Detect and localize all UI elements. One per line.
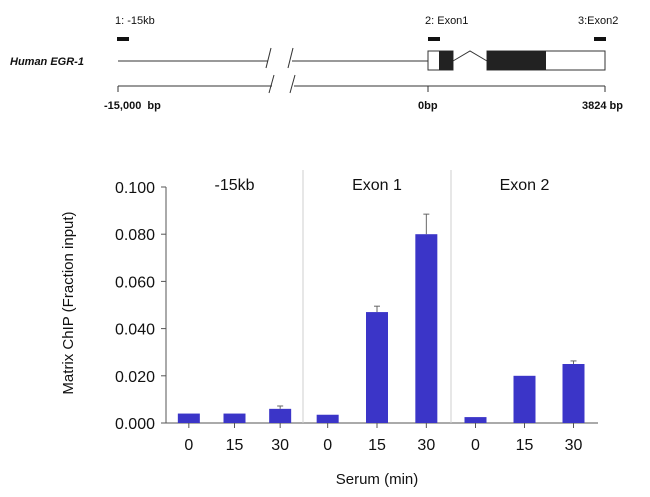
x-tick-label: 30 — [417, 437, 435, 454]
probe-label-2: 2: Exon1 — [425, 15, 468, 27]
probe-marker-1 — [117, 37, 129, 41]
y-axis-label: Matrix ChIP (Fraction input) — [60, 211, 77, 394]
x-tick-label: 30 — [271, 437, 289, 454]
x-tick-label: 15 — [368, 437, 386, 454]
exon1-coding — [439, 51, 453, 70]
scale-label-left: -15,000 bp — [104, 100, 161, 112]
break-mark — [268, 74, 275, 94]
probe-label-1: 1: -15kb — [115, 15, 155, 27]
bar — [316, 414, 339, 423]
gene-name: Human EGR-1 — [10, 56, 84, 68]
bar — [562, 364, 585, 423]
bar — [513, 375, 536, 423]
probe-label-3: 3:Exon2 — [578, 15, 618, 27]
x-tick-label: 15 — [516, 437, 534, 454]
x-tick-label: 0 — [471, 437, 480, 454]
x-tick-label: 15 — [226, 437, 244, 454]
bar — [366, 312, 388, 423]
y-tick-label: 0.060 — [115, 274, 155, 291]
y-tick-label: 0.080 — [115, 227, 155, 244]
scale-label-right: 3824 bp — [582, 100, 623, 112]
y-tick-label: 0.040 — [115, 322, 155, 339]
break-mark — [287, 47, 294, 69]
x-tick-label: 0 — [184, 437, 193, 454]
probe-marker-3 — [594, 37, 606, 41]
x-tick-label: 30 — [565, 437, 583, 454]
gene-diagram: 1: -15kb 2: Exon1 3:Exon2 Human EGR-1 -1… — [10, 15, 623, 112]
x-tick-label: 0 — [323, 437, 332, 454]
bar-chart: Matrix ChIP (Fraction input) Serum (min)… — [60, 170, 598, 488]
bar — [269, 408, 292, 423]
y-tick-label: 0.020 — [115, 369, 155, 386]
bar — [177, 413, 200, 423]
probe-marker-2 — [428, 37, 440, 41]
break-mark — [265, 47, 272, 69]
panel-title: Exon 2 — [500, 177, 550, 194]
scale-label-middle: 0bp — [418, 100, 438, 112]
bar — [223, 413, 246, 423]
break-mark — [289, 74, 296, 94]
y-tick-label: 0.000 — [115, 416, 155, 433]
exon2-coding — [487, 51, 546, 70]
panel-title: Exon 1 — [352, 177, 402, 194]
bar — [415, 234, 438, 423]
intron-line — [452, 50, 488, 62]
y-tick-label: 0.100 — [115, 180, 155, 197]
bar — [464, 417, 487, 423]
x-axis-label: Serum (min) — [336, 471, 419, 488]
panel-title: -15kb — [214, 177, 254, 194]
